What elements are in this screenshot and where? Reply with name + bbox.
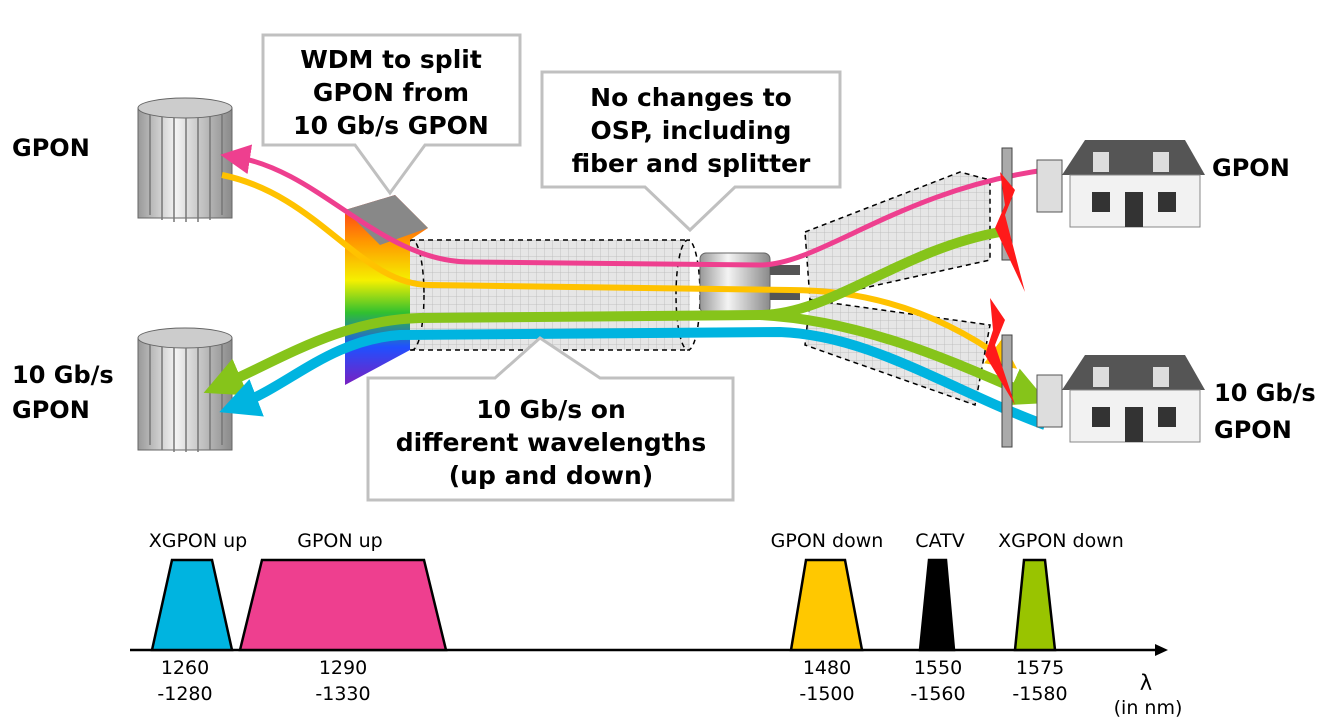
band-label: XGPON down bbox=[998, 530, 1124, 552]
axis-arrowhead bbox=[1155, 644, 1168, 656]
band-gpon-up bbox=[238, 558, 448, 652]
left-label-gpon: GPON bbox=[12, 134, 90, 162]
gpon-up-signal bbox=[220, 144, 1046, 268]
right-label-10g-line1: 10 Gb/s bbox=[1214, 379, 1316, 407]
xgpon-down-signal-branch bbox=[759, 310, 1049, 406]
band-catv bbox=[918, 558, 956, 652]
callout-wdm-line2: GPON from bbox=[313, 78, 469, 107]
band-range-start: 1575 bbox=[1016, 657, 1064, 679]
band-range-start: 1260 bbox=[161, 657, 209, 679]
axis-lambda: λ bbox=[1140, 671, 1152, 695]
band-label: GPON down bbox=[771, 530, 884, 552]
xgpon-up-signal bbox=[219, 326, 1047, 430]
band-range-start: 1550 bbox=[914, 657, 962, 679]
band-range-end: -1280 bbox=[157, 683, 212, 705]
callout-wdm: WDM to split GPON from 10 Gb/s GPON bbox=[261, 33, 522, 196]
splitter-icon bbox=[699, 252, 800, 314]
gpon-down-signal bbox=[221, 172, 1018, 369]
band-gpon-down bbox=[789, 558, 864, 652]
callout-wavelengths-line1: 10 Gb/s on bbox=[476, 395, 626, 424]
band-label: GPON up bbox=[297, 530, 383, 552]
callout-osp-line1: No changes to bbox=[590, 83, 792, 112]
band-label: XGPON up bbox=[149, 530, 248, 552]
band-xgpon-up bbox=[150, 558, 234, 652]
callout-wavelengths: 10 Gb/s on different wavelengths (up and… bbox=[366, 336, 735, 502]
left-label-10g-line2: GPON bbox=[12, 396, 90, 424]
band-range-start: 1290 bbox=[319, 657, 367, 679]
olt-gpon-icon bbox=[137, 97, 233, 222]
callout-osp-line3: fiber and splitter bbox=[572, 149, 811, 178]
house-10g-gpon-icon bbox=[1001, 334, 1205, 448]
band-range-end: -1560 bbox=[910, 683, 965, 705]
band-range-end: -1580 bbox=[1012, 683, 1067, 705]
callout-wdm-line3: 10 Gb/s GPON bbox=[293, 111, 489, 140]
wavelength-spectrum: XGPON up 1260 -1280 GPON up 1290 -1330 GPON do… bbox=[130, 530, 1182, 719]
right-label-10g-line2: GPON bbox=[1214, 416, 1292, 444]
band-range-start: 1480 bbox=[803, 657, 851, 679]
callout-wdm-line1: WDM to split bbox=[300, 45, 482, 74]
lightning-bolt-icon bbox=[995, 172, 1025, 292]
olt-10g-gpon-icon bbox=[137, 327, 233, 452]
house-gpon-icon bbox=[1001, 140, 1205, 261]
band-range-end: -1500 bbox=[799, 683, 854, 705]
band-range-end: -1330 bbox=[315, 683, 370, 705]
left-label-10g-line1: 10 Gb/s bbox=[12, 361, 114, 389]
callout-wavelengths-line3: (up and down) bbox=[449, 461, 653, 490]
callout-wavelengths-line2: different wavelengths bbox=[396, 428, 706, 457]
lightning-bolt-icon bbox=[985, 298, 1015, 405]
callout-osp-line2: OSP, including bbox=[591, 116, 792, 145]
right-label-gpon: GPON bbox=[1212, 154, 1290, 182]
callout-osp: No changes to OSP, including fiber and s… bbox=[540, 70, 842, 233]
axis-unit: (in nm) bbox=[1114, 697, 1183, 719]
band-label: CATV bbox=[915, 530, 964, 552]
band-xgpon-down bbox=[1013, 558, 1057, 652]
